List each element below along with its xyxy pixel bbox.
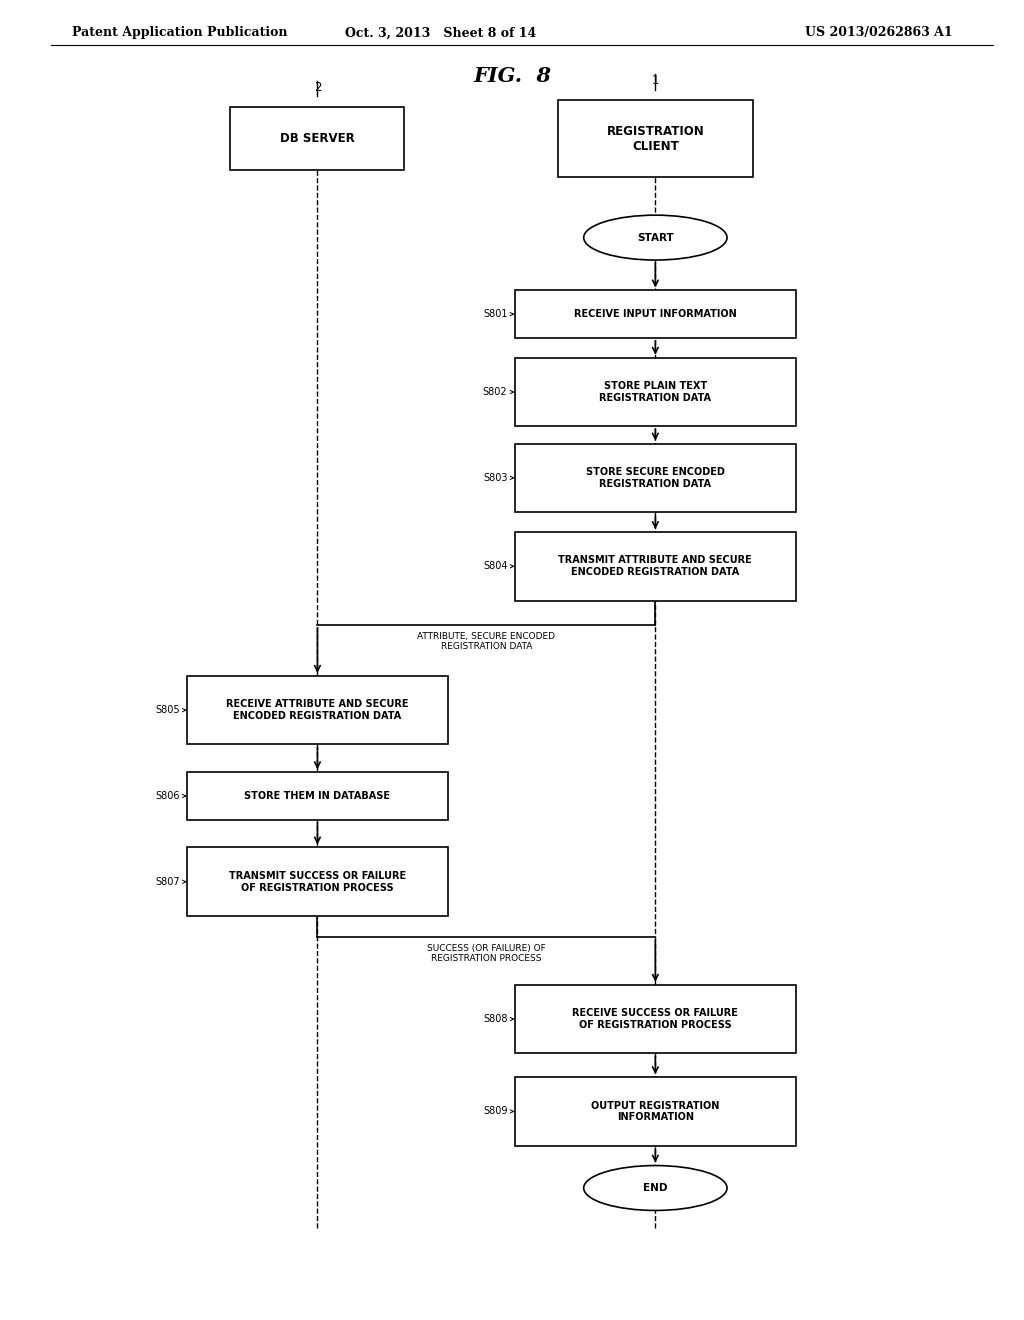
FancyBboxPatch shape — [514, 444, 797, 512]
Text: S806: S806 — [156, 791, 180, 801]
Text: S809: S809 — [483, 1106, 507, 1117]
Text: US 2013/0262863 A1: US 2013/0262863 A1 — [805, 26, 952, 40]
Text: STORE SECURE ENCODED
REGISTRATION DATA: STORE SECURE ENCODED REGISTRATION DATA — [586, 467, 725, 488]
Text: DB SERVER: DB SERVER — [281, 132, 354, 145]
FancyBboxPatch shape — [186, 772, 449, 820]
FancyBboxPatch shape — [230, 107, 404, 170]
Text: RECEIVE ATTRIBUTE AND SECURE
ENCODED REGISTRATION DATA: RECEIVE ATTRIBUTE AND SECURE ENCODED REG… — [226, 700, 409, 721]
Text: S802: S802 — [482, 387, 507, 397]
Text: S801: S801 — [483, 309, 507, 319]
FancyBboxPatch shape — [514, 985, 797, 1053]
Text: SUCCESS (OR FAILURE) OF
REGISTRATION PROCESS: SUCCESS (OR FAILURE) OF REGISTRATION PRO… — [427, 944, 546, 964]
Text: RECEIVE INPUT INFORMATION: RECEIVE INPUT INFORMATION — [574, 309, 736, 319]
Text: START: START — [637, 232, 674, 243]
Text: STORE PLAIN TEXT
REGISTRATION DATA: STORE PLAIN TEXT REGISTRATION DATA — [599, 381, 712, 403]
FancyBboxPatch shape — [514, 358, 797, 426]
Ellipse shape — [584, 1166, 727, 1210]
FancyBboxPatch shape — [514, 290, 797, 338]
Text: STORE THEM IN DATABASE: STORE THEM IN DATABASE — [245, 791, 390, 801]
FancyBboxPatch shape — [186, 676, 449, 744]
Ellipse shape — [584, 215, 727, 260]
Text: ATTRIBUTE, SECURE ENCODED
REGISTRATION DATA: ATTRIBUTE, SECURE ENCODED REGISTRATION D… — [418, 632, 555, 651]
Text: S808: S808 — [483, 1014, 507, 1024]
Text: RECEIVE SUCCESS OR FAILURE
OF REGISTRATION PROCESS: RECEIVE SUCCESS OR FAILURE OF REGISTRATI… — [572, 1008, 738, 1030]
Text: Oct. 3, 2013   Sheet 8 of 14: Oct. 3, 2013 Sheet 8 of 14 — [345, 26, 536, 40]
Text: 1: 1 — [651, 74, 659, 87]
FancyBboxPatch shape — [558, 100, 753, 177]
Text: S805: S805 — [155, 705, 180, 715]
FancyBboxPatch shape — [186, 847, 449, 916]
Text: TRANSMIT ATTRIBUTE AND SECURE
ENCODED REGISTRATION DATA: TRANSMIT ATTRIBUTE AND SECURE ENCODED RE… — [558, 556, 753, 577]
Text: END: END — [643, 1183, 668, 1193]
Text: S804: S804 — [483, 561, 507, 572]
Text: TRANSMIT SUCCESS OR FAILURE
OF REGISTRATION PROCESS: TRANSMIT SUCCESS OR FAILURE OF REGISTRAT… — [229, 871, 406, 892]
Text: REGISTRATION
CLIENT: REGISTRATION CLIENT — [606, 124, 705, 153]
Text: S807: S807 — [155, 876, 180, 887]
Text: OUTPUT REGISTRATION
INFORMATION: OUTPUT REGISTRATION INFORMATION — [591, 1101, 720, 1122]
Text: 2: 2 — [313, 81, 322, 94]
FancyBboxPatch shape — [514, 532, 797, 601]
Text: FIG.  8: FIG. 8 — [473, 66, 551, 86]
Text: S803: S803 — [483, 473, 507, 483]
Text: Patent Application Publication: Patent Application Publication — [72, 26, 287, 40]
FancyBboxPatch shape — [514, 1077, 797, 1146]
